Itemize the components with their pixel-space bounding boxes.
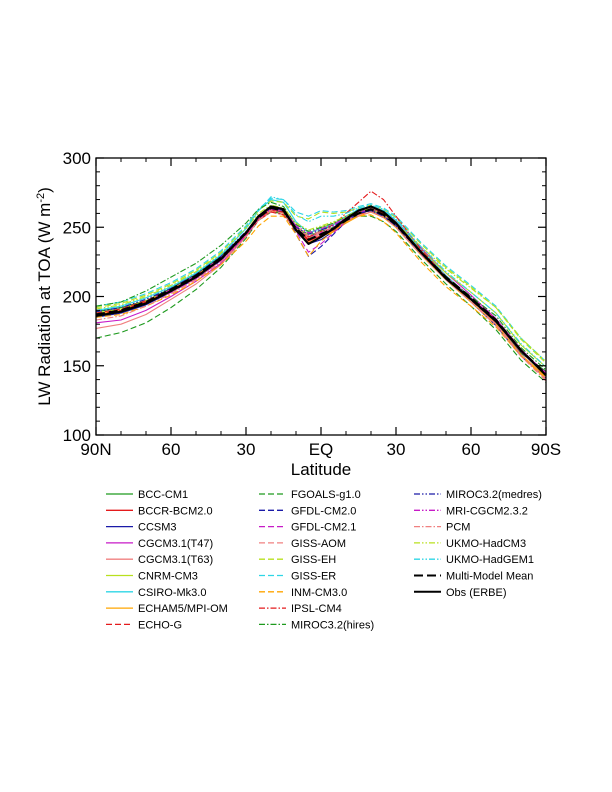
legend-item: UKMO-HadGEM1 — [414, 554, 534, 566]
legend-item: MRI-CGCM2.3.2 — [414, 505, 528, 517]
legend-label: BCC-CM1 — [138, 489, 188, 501]
x-tick-label: 90N — [80, 440, 111, 459]
legend-item: CGCM3.1(T63) — [106, 554, 213, 566]
legend-label: MIROC3.2(hires) — [291, 619, 374, 631]
y-axis-label-close: ) — [35, 187, 54, 193]
series-line-14 — [95, 197, 547, 363]
x-tick-label: EQ — [309, 440, 334, 459]
x-tick-label: 90S — [531, 440, 561, 459]
series-layer — [95, 190, 547, 383]
legend-item: BCC-CM1 — [106, 489, 188, 501]
legend-label: MIROC3.2(medres) — [446, 489, 542, 501]
legend-item: ECHAM5/MPI-OM — [106, 603, 228, 615]
legend-item: BCCR-BCM2.0 — [106, 505, 213, 517]
legend-label: IPSL-CM4 — [291, 603, 342, 615]
series-line-17 — [95, 201, 547, 371]
legend-item: ECHO-G — [106, 619, 182, 631]
series-line-16 — [95, 190, 547, 375]
legend-item: CSIRO-Mk3.0 — [106, 587, 206, 599]
y-tick-label: 150 — [63, 357, 91, 376]
legend-label: CSIRO-Mk3.0 — [138, 587, 206, 599]
y-axis-label: LW Radiation at TOA (W m-2) — [35, 187, 54, 406]
x-tick-label: 30 — [237, 440, 256, 459]
legend-label: FGOALS-g1.0 — [291, 489, 361, 501]
y-tick-label: 100 — [63, 426, 91, 445]
legend-item: GISS-AOM — [259, 538, 346, 550]
legend-label: CCSM3 — [138, 522, 177, 534]
x-tick-label: 60 — [462, 440, 481, 459]
x-tick-label: 60 — [162, 440, 181, 459]
legend-item: GFDL-CM2.0 — [259, 505, 356, 517]
series-line-22 — [95, 196, 547, 368]
legend-label: GISS-ER — [291, 571, 336, 583]
y-tick-label: 200 — [63, 288, 91, 307]
y-axis-label-main: LW Radiation at TOA (W m — [35, 203, 54, 406]
y-tick-label: 300 — [63, 149, 91, 168]
legend-label: CGCM3.1(T63) — [138, 554, 213, 566]
legend-label: BCCR-BCM2.0 — [138, 505, 213, 517]
legend-label: CGCM3.1(T47) — [138, 538, 213, 550]
legend-item: GISS-EH — [259, 554, 336, 566]
legend-label: Multi-Model Mean — [446, 571, 533, 583]
legend-item: Obs (ERBE) — [414, 587, 507, 599]
legend-label: UKMO-HadGEM1 — [446, 554, 534, 566]
legend-item: IPSL-CM4 — [259, 603, 342, 615]
legend-item: GISS-ER — [259, 571, 336, 583]
legend-label: GISS-EH — [291, 554, 336, 566]
legend-item: CCSM3 — [106, 522, 177, 534]
y-axis-label-sup: -2 — [35, 193, 47, 203]
legend: BCC-CM1 BCCR-BCM2.0 CCSM3 CGCM3.1(T47) CGCM3… — [106, 489, 542, 631]
legend-label: MRI-CGCM2.3.2 — [446, 505, 528, 517]
legend-label: GFDL-CM2.0 — [291, 505, 356, 517]
legend-item: MIROC3.2(hires) — [259, 619, 374, 631]
legend-label: INM-CM3.0 — [291, 587, 347, 599]
legend-label: ECHO-G — [138, 619, 182, 631]
legend-label: ECHAM5/MPI-OM — [138, 603, 228, 615]
series-line-24 — [95, 205, 547, 377]
series-line-13 — [95, 200, 547, 364]
series-line-19 — [95, 208, 547, 376]
legend-item: MIROC3.2(medres) — [414, 489, 542, 501]
legend-item: CGCM3.1(T47) — [106, 538, 213, 550]
legend-item: UKMO-HadCM3 — [414, 538, 526, 550]
tick-layer: 90N 60 30 EQ 30 60 90S 100 150 200 250 300 — [63, 149, 562, 459]
legend-label: GFDL-CM2.1 — [291, 522, 356, 534]
x-axis-label: Latitude — [291, 460, 352, 479]
series-line-21 — [95, 204, 547, 363]
legend-label: PCM — [446, 522, 470, 534]
legend-label: Obs (ERBE) — [446, 587, 507, 599]
x-tick-label: 30 — [387, 440, 406, 459]
legend-item: PCM — [414, 522, 470, 534]
legend-item: CNRM-CM3 — [106, 571, 198, 583]
legend-label: GISS-AOM — [291, 538, 346, 550]
legend-item: GFDL-CM2.1 — [259, 522, 356, 534]
legend-item: FGOALS-g1.0 — [259, 489, 361, 501]
legend-label: UKMO-HadCM3 — [446, 538, 526, 550]
legend-item: Multi-Model Mean — [414, 571, 533, 583]
series-line-6 — [95, 199, 547, 376]
legend-item: INM-CM3.0 — [259, 587, 347, 599]
legend-label: CNRM-CM3 — [138, 571, 198, 583]
y-tick-label: 250 — [63, 218, 91, 237]
